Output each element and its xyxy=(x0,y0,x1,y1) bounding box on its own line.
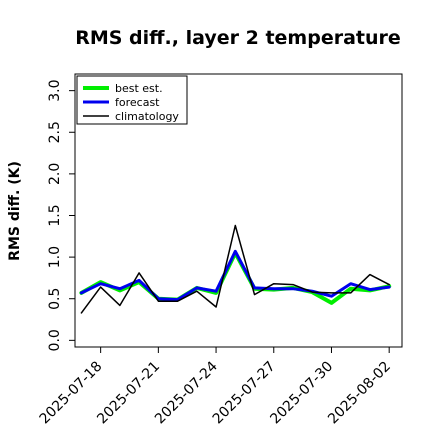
series-line-0 xyxy=(79,250,392,305)
y-tick-label: 2.5 xyxy=(47,121,63,143)
y-axis: 0.0 0.5 1.0 1.5 2.0 2.5 3.0 xyxy=(47,80,75,351)
chart-title: RMS diff., layer 2 temperature xyxy=(75,27,401,49)
y-axis-label: RMS diff. (K) xyxy=(7,161,23,261)
y-tick-label: 1.0 xyxy=(47,246,63,268)
legend-label: climatology xyxy=(115,110,179,123)
legend-label: best est. xyxy=(115,82,163,95)
y-tick-label: 0.5 xyxy=(47,288,63,310)
x-axis: 2025-07-182025-07-212025-07-242025-07-27… xyxy=(37,347,394,427)
legend-label: forecast xyxy=(115,96,160,109)
y-tick-label: 2.0 xyxy=(47,163,63,185)
series-lines xyxy=(79,224,392,314)
plot-area: 0.0 0.5 1.0 1.5 2.0 2.5 3.0 2025-07-182025-07-… xyxy=(37,73,403,427)
series-line-2 xyxy=(80,224,390,314)
plot-frame xyxy=(74,73,403,348)
y-tick-label: 3.0 xyxy=(47,80,63,102)
y-tick-label: 0.0 xyxy=(47,329,63,351)
y-tick-label: 1.5 xyxy=(47,204,63,226)
x-tick-label: 2025-08-02 xyxy=(325,359,394,428)
